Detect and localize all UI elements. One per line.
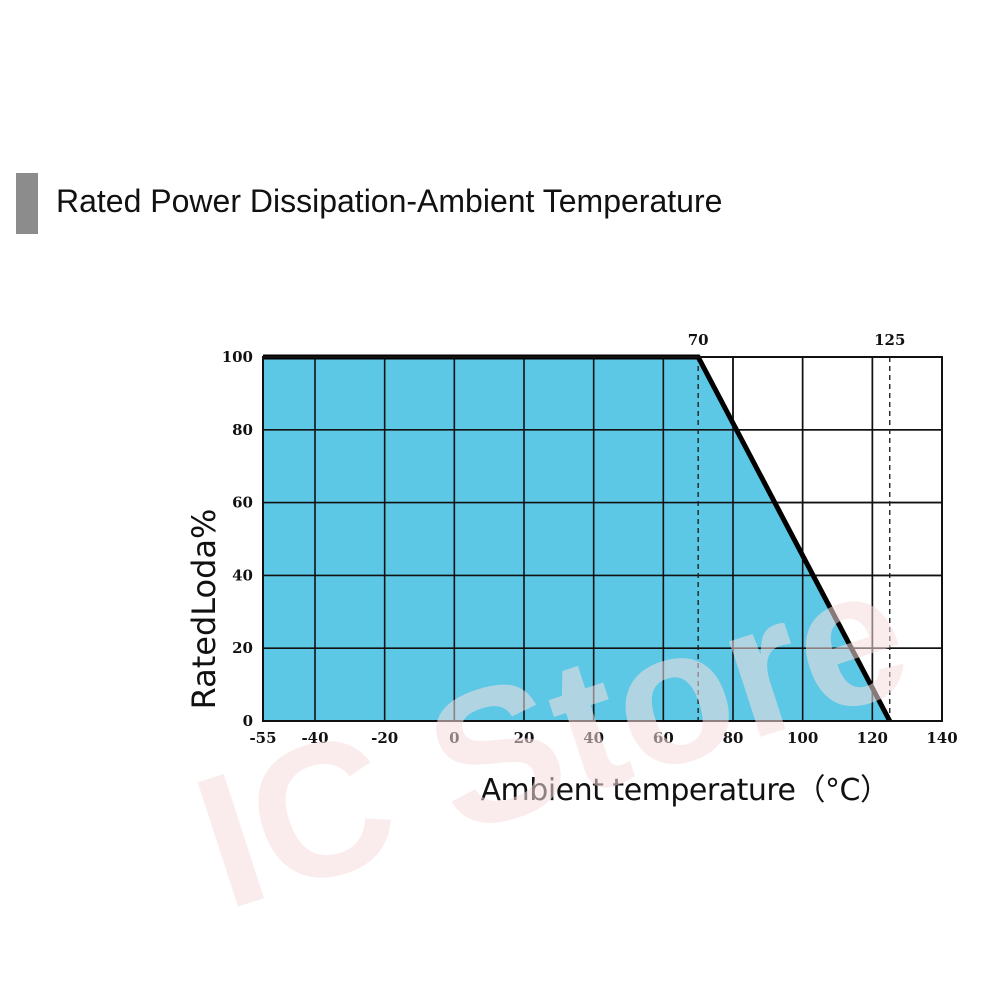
y-tick-label: 0 xyxy=(243,712,253,730)
annotation-label-125: 125 xyxy=(874,331,905,349)
x-tick-label: -20 xyxy=(371,729,398,747)
chart-grid-overlay xyxy=(263,357,942,721)
x-tick-label: 80 xyxy=(723,729,744,747)
chart-title: Rated Power Dissipation-Ambient Temperat… xyxy=(56,183,723,219)
y-tick-label: 100 xyxy=(222,348,253,366)
x-tick-label: 100 xyxy=(787,729,818,747)
x-tick-label: 40 xyxy=(583,729,604,747)
y-tick-label: 20 xyxy=(232,639,253,657)
y-tick-label: 40 xyxy=(232,566,253,584)
y-axis-label: RatedLoda% xyxy=(185,509,223,710)
x-tick-label: 0 xyxy=(449,729,459,747)
y-tick-label: 80 xyxy=(232,421,253,439)
x-tick-label: -40 xyxy=(301,729,328,747)
x-tick-label: 60 xyxy=(653,729,674,747)
x-tick-label: 20 xyxy=(514,729,535,747)
x-tick-label: -55 xyxy=(249,729,276,747)
y-tick-label: 60 xyxy=(232,494,253,512)
annotation-lines: 70 125 xyxy=(688,331,905,721)
tick-labels: -55 -40 -20 0 20 40 60 80 100 120 140 0 20 40 60 80 100 xyxy=(222,348,958,747)
plot-frame xyxy=(262,356,943,722)
annotation-label-70: 70 xyxy=(688,331,709,349)
x-tick-label: 120 xyxy=(857,729,888,747)
x-tick-label: 140 xyxy=(926,729,957,747)
x-axis-label: Ambient temperature（°C） xyxy=(481,773,890,808)
title-bar-accent xyxy=(16,173,38,234)
